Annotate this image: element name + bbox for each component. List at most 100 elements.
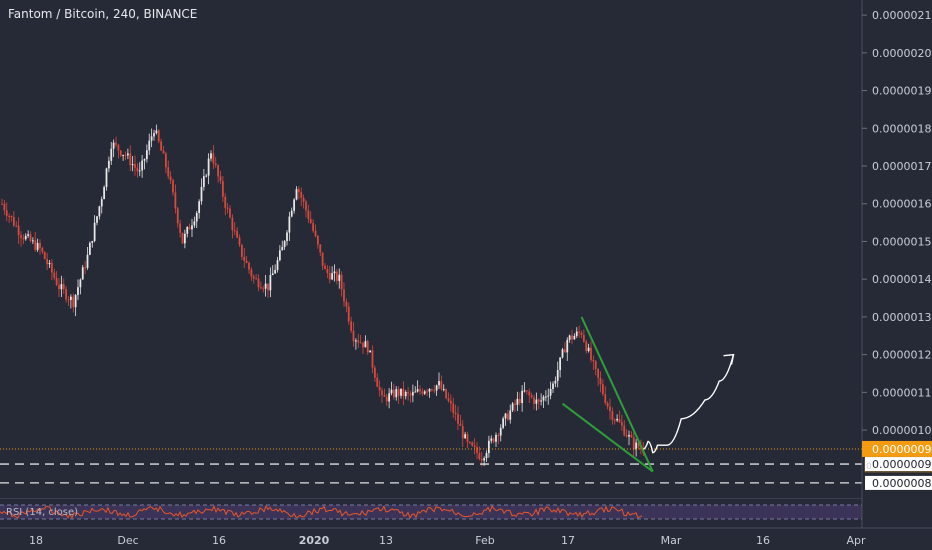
candle-body (321, 252, 324, 266)
countdown-prefix: 0 (866, 462, 872, 472)
candle-body (150, 136, 153, 141)
candle-body (502, 418, 505, 428)
candle-body (630, 435, 633, 438)
time-axis[interactable] (0, 528, 932, 550)
candle-body (480, 459, 483, 461)
candle-body (39, 242, 41, 248)
candle-body (597, 368, 600, 378)
candle-body (440, 381, 443, 390)
candle-body (22, 238, 25, 240)
candle-body (217, 165, 220, 177)
candle-body (525, 390, 528, 392)
candle-body (55, 277, 58, 285)
candle-body (136, 167, 139, 172)
candle-body (468, 442, 471, 444)
candle-body (345, 301, 348, 307)
rsi-band (0, 505, 862, 519)
candle-body (257, 278, 260, 288)
y-tick-label: 0.00000190 (872, 85, 932, 98)
candle-body (255, 278, 258, 280)
candle-body (492, 438, 495, 442)
candle-body (419, 389, 421, 392)
candle-body (414, 391, 417, 393)
candle-body (433, 390, 436, 392)
candle-body (198, 201, 201, 213)
candle-body (312, 223, 315, 231)
candle-body (407, 392, 410, 394)
candle-body (461, 425, 464, 439)
candle-body (514, 403, 516, 405)
candle-body (561, 349, 564, 358)
y-tick-label: 0.00000180 (872, 122, 932, 135)
candle-body (91, 241, 94, 243)
candle-body (381, 390, 383, 395)
candle-body (506, 413, 509, 420)
candle-body (286, 232, 288, 242)
candle-body (466, 434, 469, 443)
candle-body (476, 447, 478, 454)
candle-body (174, 192, 177, 209)
candle-body (167, 167, 170, 177)
candle-body (155, 130, 158, 134)
candle-body (160, 141, 163, 151)
candle-body (628, 435, 630, 437)
candle-body (283, 241, 286, 248)
candle-body (495, 434, 497, 442)
candle-body (540, 400, 543, 402)
x-tick-label: Apr (846, 534, 866, 547)
candle-body (623, 425, 626, 436)
candle-body (385, 396, 388, 402)
candle-body (262, 288, 265, 290)
candle-body (376, 377, 379, 387)
candle-body (60, 284, 63, 290)
candle-body (473, 445, 476, 448)
candle-body (416, 389, 419, 392)
candle-body (499, 427, 502, 436)
candle-body (535, 399, 538, 404)
candle-body (248, 262, 250, 270)
candle-body (164, 153, 167, 168)
trendline (561, 402, 654, 473)
current-price-badge (862, 440, 932, 457)
candle-body (331, 273, 334, 280)
x-tick-label: 16 (212, 534, 226, 547)
candle-body (221, 181, 224, 197)
candle-body (207, 158, 210, 176)
x-tick-label: Dec (117, 534, 138, 547)
candle-body (17, 225, 20, 236)
candle-body (421, 391, 424, 394)
candle-body (478, 453, 481, 460)
candle-body (582, 334, 585, 342)
candle-body (252, 276, 255, 279)
candle-body (15, 225, 18, 227)
candle-body (395, 389, 398, 398)
candle-body (110, 148, 113, 161)
candle-body (200, 186, 203, 202)
candle-body (516, 398, 519, 405)
y-axis-labels: 0.00000210 0.00000200 0.00000190 0.00000180… (862, 9, 932, 490)
candle-body (276, 260, 279, 270)
trendline (580, 316, 654, 473)
candle-body (305, 201, 307, 211)
candle-body (359, 342, 362, 344)
candle-body (620, 422, 623, 426)
candle-body (388, 393, 391, 402)
candle-body (5, 210, 8, 216)
candle-body (138, 170, 141, 172)
candle-body (100, 199, 103, 207)
candle-body (352, 330, 355, 342)
price-axis[interactable] (862, 0, 932, 528)
candle-body (191, 225, 193, 230)
candle-body (119, 150, 122, 156)
candle-body (126, 153, 129, 156)
y-tick-label: 0.00000150 (872, 235, 932, 248)
y-tick-label: 0.00000160 (872, 198, 932, 211)
candle-body (613, 419, 616, 421)
candle-body (402, 388, 405, 397)
candle-body (8, 215, 11, 217)
candle-body (72, 296, 75, 308)
candle-body (378, 386, 381, 391)
candle-body (637, 442, 640, 448)
candle-body (115, 142, 117, 145)
